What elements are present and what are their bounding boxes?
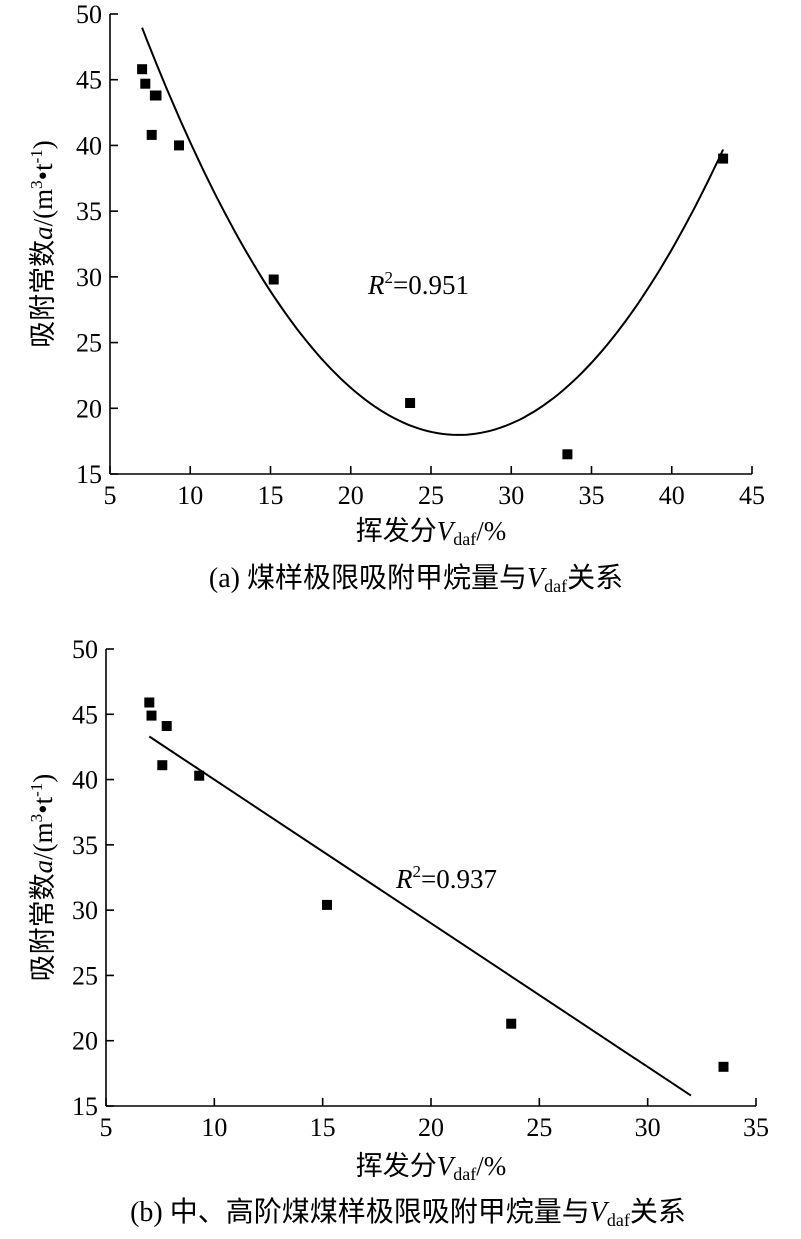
chart-panel-a: 5 10 15 20 25 30 35 40 45 15 20 25 30 35 40 45 50 R2=0.95…	[27, 0, 765, 596]
y-axis-label-superscript: 3	[27, 814, 46, 823]
data-point	[322, 899, 332, 910]
y-tick-label: 25	[76, 329, 102, 358]
x-tick-label: 15	[258, 481, 284, 510]
r2-annotation: R2=0.937	[395, 862, 497, 894]
x-tick-label: 35	[743, 1113, 769, 1142]
panel-caption: (b) 中、高阶煤煤样极限吸附甲烷量与Vdaf关系	[130, 1196, 686, 1230]
y-tick-label: 40	[76, 131, 102, 160]
y-tick-label: 15	[72, 1092, 98, 1121]
data-point	[144, 697, 155, 708]
y-axis-label-unit: /(m	[28, 822, 58, 860]
x-axis-label: 挥发分Vdaf/%	[356, 516, 506, 549]
caption-text: (b) 中、高阶煤煤样极限吸附甲烷量与	[130, 1196, 590, 1228]
r2-letter: R	[367, 270, 385, 300]
y-tick-label: 20	[76, 394, 102, 423]
panel-caption: (a) 煤样极限吸附甲烷量与Vdaf关系	[209, 562, 623, 596]
y-axis-label-variable: a	[28, 226, 58, 240]
data-point	[151, 90, 162, 101]
y-axis-label-superscript: 3	[27, 180, 46, 189]
caption-subscript: daf	[544, 576, 567, 596]
y-axis-label-text: 吸附常数	[28, 873, 58, 981]
y-tick-label: 45	[76, 66, 102, 95]
x-tick-label: 35	[579, 481, 605, 510]
caption-text-end: 关系	[567, 562, 623, 594]
y-axis-label-superscript: -1	[27, 149, 46, 163]
y-tick-label: 20	[72, 1027, 98, 1056]
x-tick-label: 25	[418, 481, 444, 510]
data-point	[137, 64, 148, 75]
data-point	[268, 274, 279, 285]
data-point	[562, 449, 573, 460]
y-tick-label: 35	[72, 831, 98, 860]
r2-superscript: 2	[385, 268, 394, 287]
x-tick-label: 30	[635, 1113, 661, 1142]
caption-variable: V	[590, 1197, 610, 1228]
y-axis-label-unit: /(m	[28, 189, 58, 227]
x-tick-label: 5	[104, 481, 117, 510]
y-axis-label: 吸附常数a/(m3•t-1)	[27, 140, 58, 348]
r2-value: =0.951	[393, 270, 469, 300]
fit-line	[141, 27, 725, 436]
data-point	[405, 398, 416, 408]
y-tick-label: 15	[76, 460, 102, 489]
y-axis-label-unit: •t	[28, 796, 58, 813]
y-tick-label: 30	[76, 263, 102, 292]
x-axis-label-subscript: daf	[453, 1164, 476, 1184]
y-axis-label-unit: )	[28, 774, 58, 783]
x-tick-label: 20	[418, 1113, 444, 1142]
x-tick-label: 40	[659, 481, 685, 510]
data-point	[157, 760, 168, 771]
x-tick-label: 20	[338, 481, 364, 510]
data-point	[718, 1061, 729, 1072]
x-axis-label-text: 挥发分	[356, 1151, 437, 1181]
fit-line	[148, 735, 692, 1097]
x-axis-label-unit: /%	[476, 516, 506, 546]
r2-superscript: 2	[413, 862, 422, 881]
chart-panel-b: 5 10 15 20 25 30 35 15 20 25 30 35 40 45 50 R2=0.937 挥发分…	[27, 635, 769, 1230]
x-axis-label-unit: /%	[476, 1151, 506, 1181]
data-point	[146, 710, 157, 721]
data-point	[146, 129, 157, 140]
caption-subscript: daf	[607, 1210, 630, 1230]
y-axis-label-superscript: -1	[27, 783, 46, 797]
data-point	[174, 140, 184, 151]
caption-text: (a) 煤样极限吸附甲烷量与	[209, 562, 527, 594]
x-tick-label: 45	[739, 481, 765, 510]
y-axis-label: 吸附常数a/(m3•t-1)	[27, 774, 58, 982]
r2-value: =0.937	[421, 864, 497, 894]
y-axis-label-unit: )	[28, 140, 58, 149]
data-point	[506, 1018, 517, 1029]
data-point	[718, 153, 729, 164]
x-tick-label: 5	[100, 1113, 113, 1142]
x-axis-label-text: 挥发分	[356, 516, 437, 546]
data-point	[161, 721, 172, 731]
y-axis-label-text: 吸附常数	[28, 240, 58, 348]
y-tick-label: 45	[72, 700, 98, 729]
x-axis-label: 挥发分Vdaf/%	[356, 1151, 506, 1184]
y-tick-label: 50	[72, 635, 98, 664]
r2-annotation: R2=0.951	[367, 268, 469, 300]
y-tick-label: 40	[72, 766, 98, 795]
r2-letter: R	[395, 864, 413, 894]
x-tick-label: 10	[201, 1113, 227, 1142]
y-tick-label: 30	[72, 896, 98, 925]
caption-text-end: 关系	[630, 1196, 686, 1228]
x-tick-label: 30	[498, 481, 524, 510]
data-point	[140, 78, 151, 89]
data-point	[194, 770, 205, 781]
y-tick-label: 50	[76, 0, 102, 29]
x-axis-label-subscript: daf	[453, 529, 476, 549]
x-tick-label: 15	[310, 1113, 336, 1142]
y-axis-label-unit: •t	[28, 163, 58, 180]
x-tick-label: 25	[526, 1113, 552, 1142]
y-tick-label: 25	[72, 961, 98, 990]
y-tick-label: 35	[76, 197, 102, 226]
x-tick-label: 10	[177, 481, 203, 510]
caption-variable: V	[527, 563, 547, 594]
y-axis-label-variable: a	[28, 860, 58, 874]
x-axis-label-variable: V	[437, 1151, 457, 1181]
x-axis-label-variable: V	[437, 516, 457, 546]
